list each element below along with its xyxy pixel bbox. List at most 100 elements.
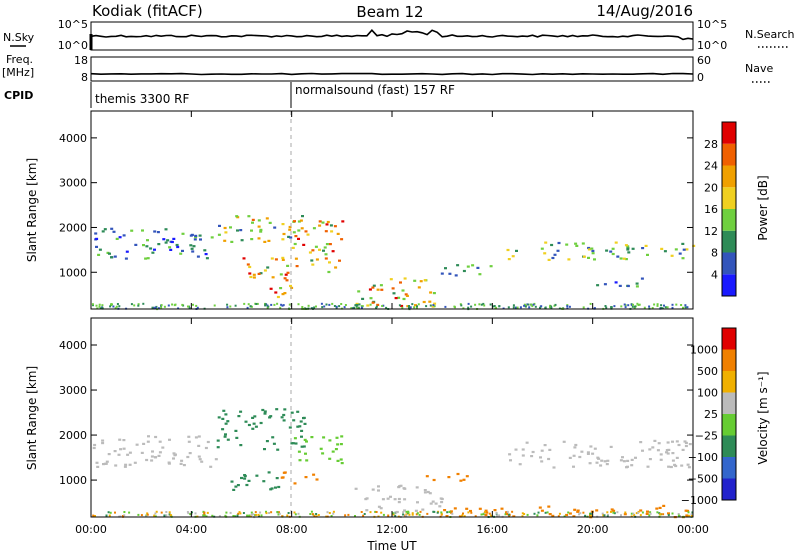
data-cell — [308, 251, 312, 254]
data-cell — [96, 465, 100, 468]
data-cell — [492, 305, 495, 308]
data-cell — [547, 258, 551, 261]
colorbar-swatch — [722, 435, 736, 457]
data-cell — [214, 458, 218, 461]
data-cell — [270, 303, 273, 306]
data-cell — [567, 258, 571, 261]
data-cell — [179, 252, 183, 255]
data-cell — [254, 511, 257, 514]
colorbar-tick-label: 4 — [711, 268, 718, 281]
data-cell — [99, 307, 102, 310]
data-cell — [498, 514, 501, 517]
data-cell — [257, 219, 261, 222]
data-cell — [394, 514, 397, 517]
data-cell — [164, 228, 168, 231]
data-cell — [526, 513, 529, 516]
data-cell — [226, 438, 230, 441]
data-cell — [112, 230, 116, 233]
data-cell — [488, 512, 491, 515]
data-cell — [259, 272, 263, 275]
data-cell — [290, 286, 294, 289]
data-cell — [403, 498, 407, 501]
data-cell — [580, 450, 584, 453]
data-cell — [210, 236, 214, 239]
data-cell — [246, 263, 250, 266]
data-cell — [572, 465, 575, 468]
data-cell — [678, 252, 682, 255]
data-cell — [267, 471, 271, 474]
data-cell — [181, 249, 184, 252]
data-cell — [527, 303, 530, 306]
data-cell — [531, 450, 535, 454]
data-cell — [323, 246, 327, 249]
data-cell — [381, 305, 384, 307]
data-cell — [310, 510, 313, 513]
data-cell — [328, 512, 331, 514]
data-cell — [401, 289, 405, 292]
data-cell — [191, 250, 195, 253]
data-cell — [604, 305, 607, 307]
data-cell — [196, 255, 200, 258]
data-cell — [411, 513, 414, 516]
colorbar-tick-label: −100 — [688, 451, 718, 464]
data-cell — [532, 303, 535, 306]
data-cell — [586, 451, 590, 454]
data-cell — [659, 458, 663, 461]
data-cell — [572, 454, 576, 457]
data-cell — [146, 440, 150, 443]
data-cell — [619, 257, 623, 260]
data-cell — [250, 229, 253, 232]
data-cell — [639, 509, 643, 512]
data-cell — [324, 253, 328, 256]
data-cell — [496, 514, 498, 517]
colorbar-swatch — [722, 209, 736, 231]
data-cell — [281, 293, 285, 296]
data-cell — [314, 245, 318, 248]
data-cell — [613, 305, 616, 308]
colorbar-swatch — [722, 371, 736, 393]
data-cell — [408, 305, 410, 307]
data-cell — [593, 447, 597, 450]
data-cell — [251, 427, 255, 430]
data-cell — [174, 303, 177, 306]
data-cell — [279, 273, 283, 276]
data-cell — [273, 226, 277, 229]
data-cell — [630, 464, 634, 467]
data-cell — [179, 462, 183, 465]
data-cell — [398, 304, 401, 307]
data-cell — [514, 448, 518, 451]
data-cell — [495, 511, 498, 514]
data-cell — [310, 436, 314, 439]
data-cell — [665, 451, 668, 454]
data-cell — [688, 443, 692, 446]
data-cell — [630, 512, 633, 515]
data-cell — [387, 514, 390, 517]
data-cell — [234, 429, 238, 432]
data-cell — [372, 284, 376, 287]
nsearch-tick-top: 10^5 — [697, 18, 727, 31]
data-cell — [635, 285, 639, 288]
data-cell — [579, 512, 582, 515]
data-cell — [245, 483, 249, 487]
data-cell — [478, 507, 482, 510]
data-cell — [305, 459, 309, 462]
data-cell — [335, 305, 338, 308]
data-cell — [692, 244, 696, 247]
data-cell — [123, 511, 126, 513]
nsky-tick-bottom: 10^0 — [58, 39, 88, 52]
data-cell — [467, 302, 470, 305]
data-cell — [274, 291, 278, 294]
data-cell — [317, 514, 320, 516]
data-cell — [634, 305, 636, 308]
data-cell — [546, 511, 549, 514]
colorbar-swatch — [722, 165, 736, 188]
data-cell — [377, 485, 380, 488]
data-cell — [660, 307, 663, 309]
data-cell — [92, 514, 95, 517]
data-cell — [601, 512, 604, 515]
data-cell — [265, 512, 268, 515]
y-tick-label: 1000 — [59, 474, 87, 487]
data-cell — [145, 515, 148, 518]
data-cell — [524, 305, 527, 308]
data-cell — [134, 243, 138, 246]
